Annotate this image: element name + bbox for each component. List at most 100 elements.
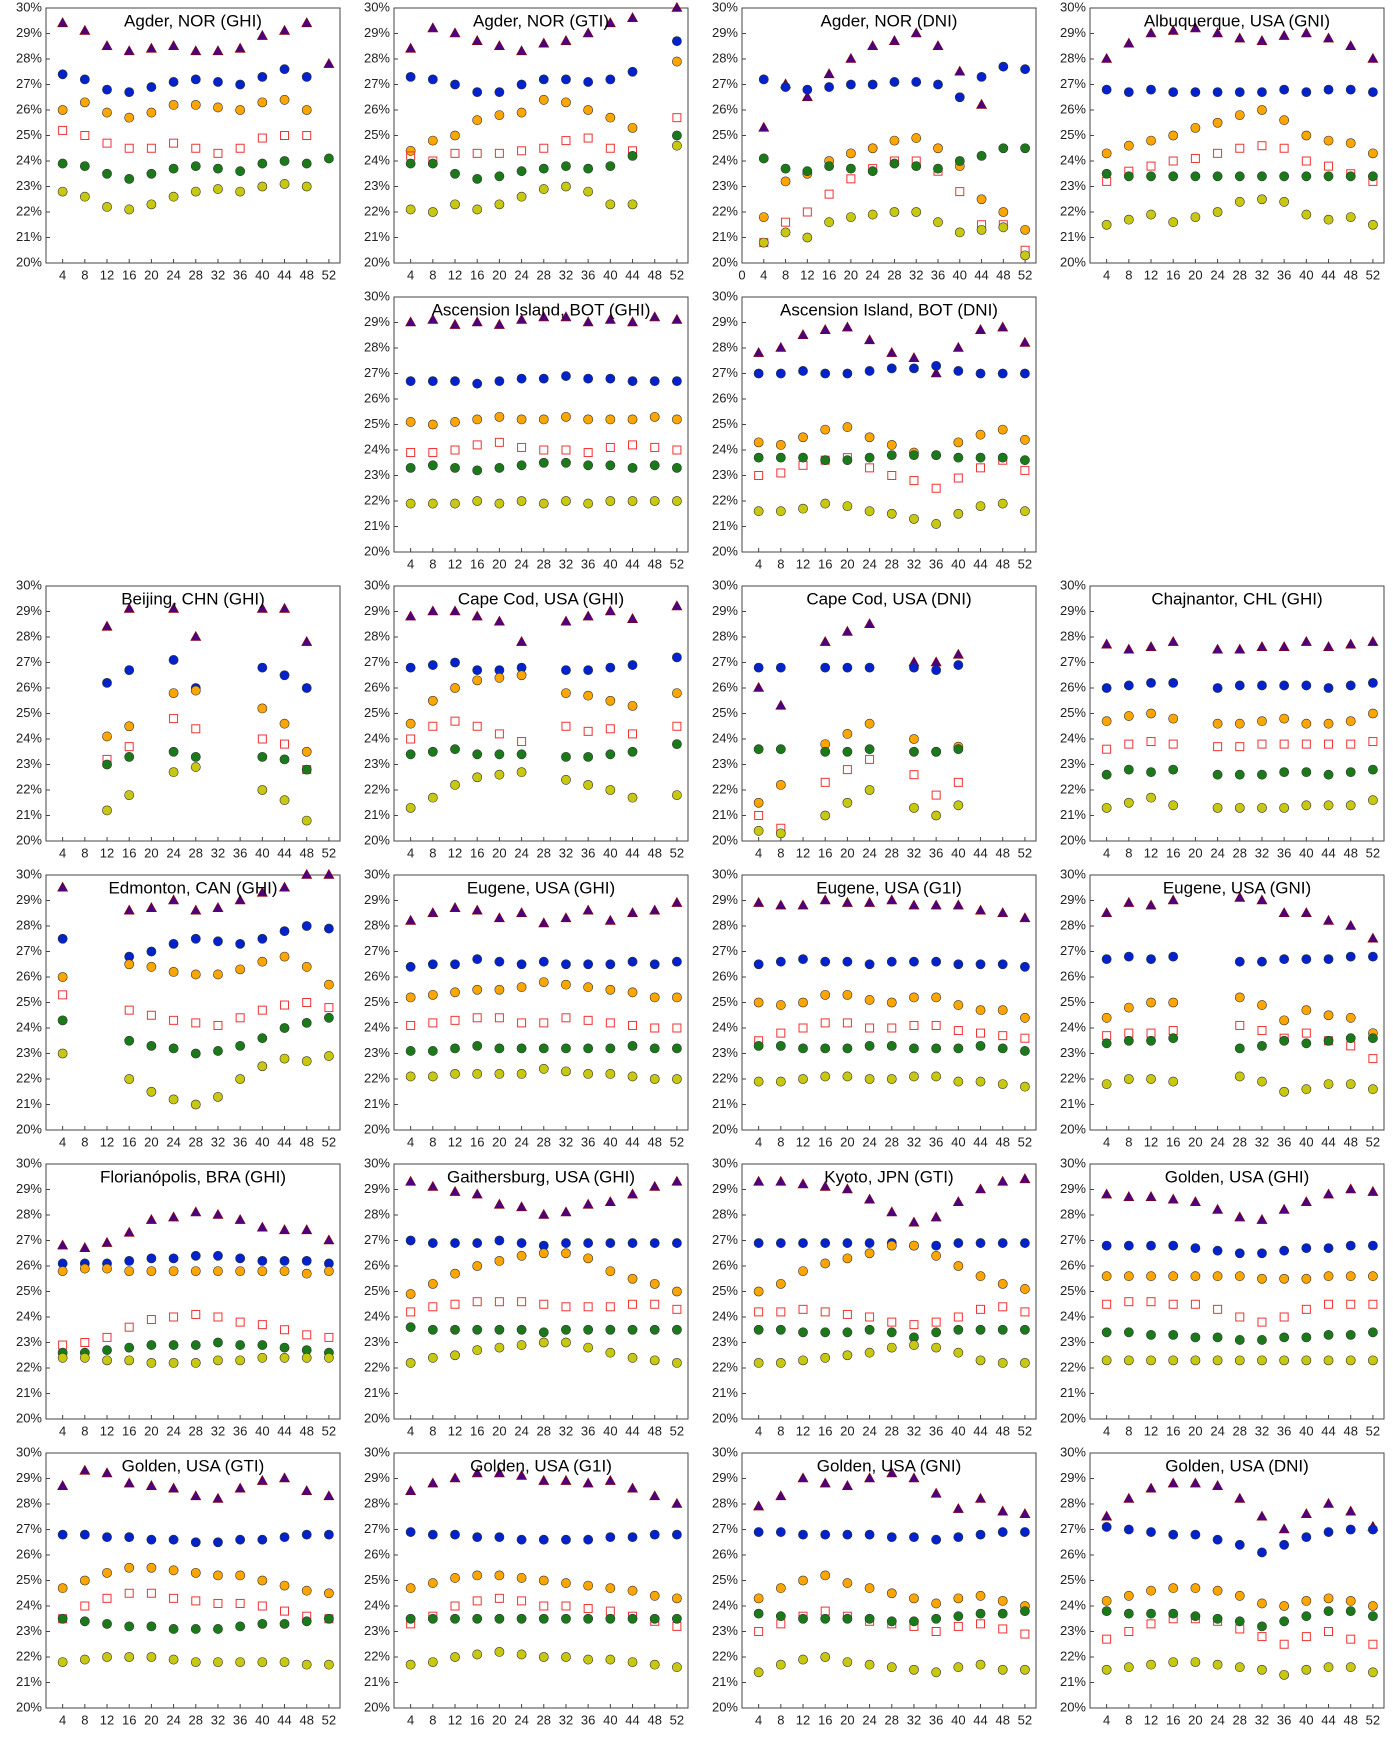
data-point — [775, 439, 786, 450]
data-point — [1368, 1299, 1378, 1309]
data-point — [975, 1590, 986, 1601]
chart-title: Golden, USA (GHI) — [1165, 1167, 1310, 1186]
data-point — [234, 1213, 246, 1224]
y-tick-label: 26% — [712, 1257, 738, 1272]
data-point — [79, 24, 91, 35]
data-point — [79, 161, 90, 171]
x-tick-label: 24 — [1210, 267, 1224, 282]
data-point — [627, 1188, 639, 1199]
data-point — [1301, 800, 1312, 811]
data-point — [428, 448, 438, 458]
x-tick-label: 20 — [492, 845, 506, 860]
data-point — [753, 452, 764, 463]
data-point — [124, 1322, 134, 1332]
data-point — [257, 1266, 268, 1276]
data-point — [516, 373, 527, 384]
data-point — [953, 1076, 964, 1087]
data-point — [190, 630, 202, 641]
y-tick-label: 30% — [712, 1444, 738, 1459]
x-tick-label: 36 — [929, 556, 943, 571]
data-point — [754, 811, 764, 820]
x-tick-label: 12 — [448, 845, 462, 860]
data-point — [57, 17, 69, 28]
data-point — [146, 1534, 157, 1545]
data-point — [539, 1018, 549, 1028]
data-point — [650, 1299, 660, 1309]
data-point — [1190, 1583, 1201, 1594]
data-point — [80, 1601, 90, 1611]
data-point — [1190, 153, 1200, 163]
data-point — [190, 100, 201, 110]
data-point — [1235, 1312, 1245, 1322]
data-point — [998, 1624, 1008, 1634]
data-point — [1345, 1079, 1356, 1089]
data-point — [450, 987, 460, 998]
data-point — [1020, 1033, 1030, 1043]
data-point — [1257, 1547, 1267, 1558]
data-point — [471, 1188, 483, 1199]
x-tick-label: 12 — [1144, 1423, 1158, 1438]
data-point — [301, 1659, 312, 1670]
data-point — [1168, 1583, 1179, 1594]
y-tick-label: 21% — [364, 1385, 390, 1400]
data-point — [649, 1278, 660, 1289]
data-point — [1123, 1662, 1134, 1673]
data-point — [1101, 638, 1113, 649]
data-point — [798, 452, 808, 463]
data-point — [798, 997, 808, 1008]
data-point — [1278, 29, 1290, 40]
data-point — [279, 24, 291, 35]
data-point — [257, 933, 268, 944]
data-point — [1323, 1662, 1334, 1673]
data-point — [1301, 130, 1312, 141]
data-point — [257, 1601, 267, 1611]
data-point — [627, 1482, 639, 1493]
data-point — [1234, 1211, 1246, 1222]
data-point — [494, 87, 505, 98]
y-tick-label: 24% — [364, 1597, 390, 1612]
data-point — [886, 508, 897, 519]
y-tick-label: 29% — [364, 25, 390, 40]
data-point — [672, 1286, 682, 1297]
data-point — [146, 143, 156, 153]
x-tick-label: 16 — [470, 556, 484, 571]
data-point — [865, 1312, 875, 1322]
data-point — [975, 1659, 986, 1670]
data-point — [57, 1613, 68, 1624]
data-point — [672, 1023, 682, 1033]
y-tick-label: 20% — [364, 832, 390, 847]
data-point — [753, 1324, 764, 1335]
data-point — [516, 982, 527, 993]
data-point — [1101, 802, 1112, 813]
x-tick-label: 24 — [514, 267, 528, 282]
data-point — [494, 437, 504, 447]
data-point — [405, 1071, 416, 1082]
x-tick-label: 0 — [738, 267, 745, 282]
data-point — [301, 1224, 313, 1235]
data-point — [1279, 1273, 1290, 1284]
data-point — [1279, 115, 1290, 126]
data-point — [1146, 737, 1156, 747]
x-tick-label: 20 — [840, 1134, 854, 1149]
y-tick-label: 30% — [364, 1155, 390, 1170]
data-point — [1168, 1299, 1178, 1309]
data-point — [1279, 171, 1290, 182]
data-point — [234, 894, 246, 905]
x-tick-label: 36 — [929, 1423, 943, 1438]
data-point — [753, 1593, 764, 1604]
data-point — [279, 1657, 290, 1667]
data-point — [886, 1467, 898, 1478]
x-tick-label: 52 — [1018, 556, 1032, 571]
data-point — [257, 956, 268, 967]
data-point — [560, 615, 572, 626]
data-point — [1212, 769, 1223, 780]
data-point — [1323, 769, 1334, 780]
data-point — [1146, 1527, 1156, 1537]
data-point — [449, 1185, 461, 1196]
y-tick-label: 30% — [1060, 577, 1086, 592]
x-tick-label: 36 — [581, 1423, 595, 1438]
data-point — [472, 675, 483, 686]
data-point — [886, 1342, 897, 1353]
data-point — [406, 734, 416, 744]
data-point — [627, 199, 638, 210]
